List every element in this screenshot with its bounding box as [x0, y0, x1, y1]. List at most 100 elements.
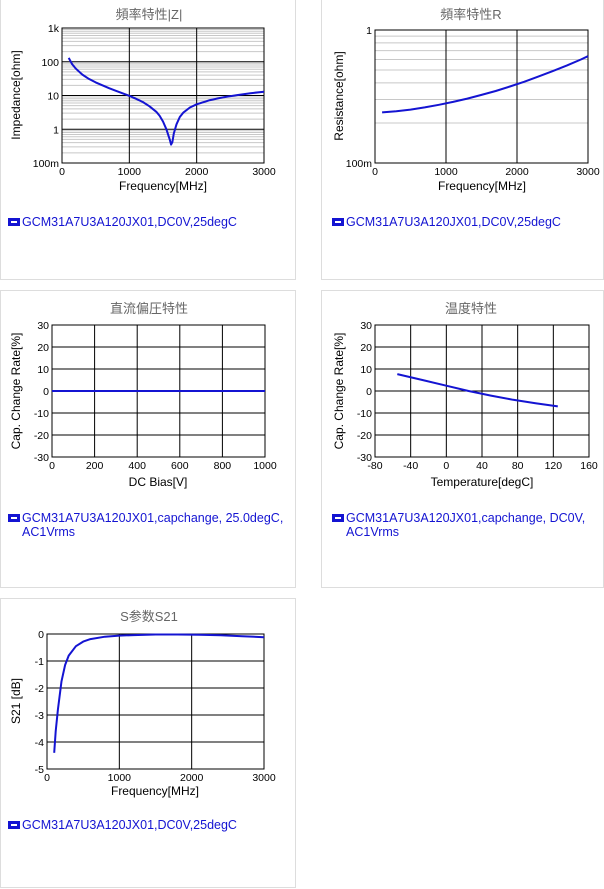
x-tick-label: 0 — [59, 166, 65, 178]
plot-frame — [374, 324, 590, 458]
y-tick-label: 100m — [346, 158, 373, 170]
y-tick-label: -30 — [34, 452, 49, 464]
temperature-chart: 温度特性 Temperature[degC] Cap. Change Rate[… — [332, 301, 598, 489]
x-tick-label: 3000 — [252, 772, 276, 784]
chart-title: 頻率特性|Z| — [116, 7, 183, 22]
x-tick-label: 1000 — [108, 772, 132, 784]
chart-title: 頻率特性R — [440, 7, 501, 22]
grid — [46, 633, 265, 770]
x-tick-label: 2000 — [185, 166, 209, 178]
temperature-chart-card: 温度特性 Temperature[degC] Cap. Change Rate[… — [321, 290, 604, 588]
legend-label: GCM31A7U3A120JX01,DC0V,25degC — [346, 215, 561, 229]
resistance-chart: 頻率特性R Frequency[MHz] Resistance[ohm] 0 10… — [332, 7, 600, 193]
x-tick-label: 3000 — [576, 166, 600, 178]
chart-title: S参数S21 — [120, 609, 178, 624]
legend-item[interactable]: GCM31A7U3A120JX01,DC0V,25degC — [332, 215, 602, 229]
legend-swatch — [332, 218, 344, 226]
series-line — [382, 55, 589, 114]
x-tick-label: -40 — [403, 460, 418, 472]
y-tick-label: 1k — [48, 23, 60, 35]
y-tick-label: 10 — [47, 91, 59, 103]
series-line — [67, 57, 265, 146]
x-tick-label: 160 — [580, 460, 598, 472]
y-tick-label: 10 — [360, 364, 372, 376]
y-axis-label: S21 [dB] — [9, 678, 23, 724]
series-line — [53, 633, 265, 753]
x-tick-label: 800 — [214, 460, 232, 472]
x-axis-label: Frequency[MHz] — [438, 179, 526, 193]
x-tick-label: 2000 — [505, 166, 529, 178]
y-tick-label: -20 — [34, 430, 49, 442]
y-tick-label: 0 — [43, 386, 49, 398]
y-tick-label: 1 — [53, 124, 59, 136]
legend-swatch — [8, 821, 20, 829]
x-axis-label: Frequency[MHz] — [111, 784, 199, 798]
y-tick-label: -5 — [35, 764, 44, 776]
y-tick-label: 20 — [37, 342, 49, 354]
dc-bias-chart-card: 直流偏圧特性 DC Bias[V] Cap. Change Rate[%] 0 2… — [0, 290, 296, 588]
x-tick-label: 0 — [49, 460, 55, 472]
plot-frame — [374, 29, 589, 164]
legend-item[interactable]: GCM31A7U3A120JX01,capchange, DC0V, AC1Vr… — [332, 511, 602, 539]
plot-frame — [46, 633, 265, 770]
dc-bias-chart: 直流偏圧特性 DC Bias[V] Cap. Change Rate[%] 0 2… — [9, 301, 277, 489]
plot-frame — [61, 27, 265, 164]
x-tick-label: 0 — [443, 460, 449, 472]
y-tick-label: 100 — [41, 57, 59, 69]
legend-item[interactable]: GCM31A7U3A120JX01,DC0V,25degC — [8, 818, 288, 832]
y-axis-label: Resistance[ohm] — [332, 51, 346, 140]
y-tick-label: -1 — [35, 656, 44, 668]
legend-label: GCM31A7U3A120JX01,DC0V,25degC — [22, 818, 237, 832]
legend-item[interactable]: GCM31A7U3A120JX01,capchange, 25.0degC, A… — [8, 511, 288, 539]
x-axis-label: Temperature[degC] — [431, 475, 534, 489]
x-tick-label: 200 — [86, 460, 104, 472]
y-tick-label: -2 — [35, 683, 44, 695]
y-axis-label: Cap. Change Rate[%] — [9, 333, 23, 450]
x-tick-label: 1000 — [253, 460, 277, 472]
legend-label: GCM31A7U3A120JX01,capchange, 25.0degC, A… — [22, 511, 284, 539]
s21-chart: S参数S21 Frequency[MHz] S21 [dB] 0 1000 2000… — [9, 609, 276, 798]
x-tick-label: 600 — [171, 460, 189, 472]
x-tick-label: 0 — [44, 772, 50, 784]
resistance-chart-card: 頻率特性R Frequency[MHz] Resistance[ohm] 0 10… — [321, 0, 604, 280]
y-tick-label: -10 — [357, 408, 372, 420]
x-tick-label: 2000 — [180, 772, 204, 784]
y-tick-label: -4 — [35, 737, 44, 749]
s21-chart-card: S参数S21 Frequency[MHz] S21 [dB] 0 1000 2000… — [0, 598, 296, 888]
y-tick-label: 0 — [366, 386, 372, 398]
x-tick-label: -80 — [367, 460, 382, 472]
chart-title: 温度特性 — [445, 301, 497, 316]
grid — [374, 324, 590, 458]
x-tick-label: 400 — [128, 460, 146, 472]
y-tick-label: 10 — [37, 364, 49, 376]
legend-swatch — [8, 218, 20, 226]
y-tick-label: -10 — [34, 408, 49, 420]
x-tick-label: 1000 — [434, 166, 458, 178]
y-tick-label: -20 — [357, 430, 372, 442]
y-axis-label: Impedance[ohm] — [9, 50, 23, 139]
legend-swatch — [332, 514, 344, 522]
legend-item[interactable]: GCM31A7U3A120JX01,DC0V,25degC — [8, 215, 288, 229]
y-tick-label: 20 — [360, 342, 372, 354]
y-tick-label: 30 — [37, 320, 49, 332]
series-line — [397, 373, 558, 408]
x-axis-label: DC Bias[V] — [129, 475, 188, 489]
legend-swatch — [8, 514, 20, 522]
y-tick-label: 30 — [360, 320, 372, 332]
y-tick-label: 0 — [38, 629, 44, 641]
x-tick-label: 80 — [512, 460, 524, 472]
y-tick-label: 1 — [366, 25, 372, 37]
x-tick-label: 3000 — [252, 166, 276, 178]
legend-label: GCM31A7U3A120JX01,DC0V,25degC — [22, 215, 237, 229]
y-tick-label: -30 — [357, 452, 372, 464]
y-tick-label: 100m — [33, 158, 60, 170]
x-tick-label: 120 — [545, 460, 563, 472]
x-tick-label: 1000 — [118, 166, 142, 178]
x-axis-label: Frequency[MHz] — [119, 179, 207, 193]
x-tick-label: 0 — [372, 166, 378, 178]
y-tick-label: -3 — [35, 710, 44, 722]
legend-label: GCM31A7U3A120JX01,capchange, DC0V, AC1Vr… — [346, 511, 586, 539]
x-tick-label: 40 — [476, 460, 488, 472]
